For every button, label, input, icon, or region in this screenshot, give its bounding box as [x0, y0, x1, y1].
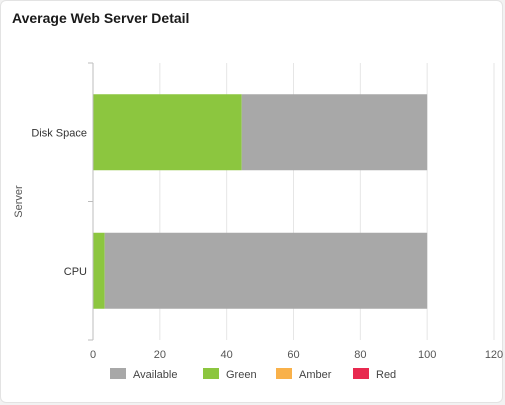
legend-label-amber: Amber [299, 369, 332, 381]
legend-swatch-green [203, 368, 219, 379]
x-tick-label: 0 [90, 349, 96, 361]
x-tick-label: 80 [354, 349, 366, 361]
bar-green-cpu [93, 232, 105, 309]
category-label: Disk Space [31, 127, 87, 139]
x-tick-label: 20 [154, 349, 166, 361]
x-tick-label: 40 [221, 349, 233, 361]
card-title: Average Web Server Detail [12, 10, 190, 26]
legend-swatch-amber [276, 368, 292, 379]
x-tick-label: 120 [485, 349, 503, 361]
x-tick-label: 100 [418, 349, 436, 361]
bar-available-cpu [104, 232, 428, 309]
legend-label-available: Available [133, 369, 177, 381]
x-tick-label: 60 [287, 349, 299, 361]
bar-green-disk-space [93, 94, 242, 171]
legend-label-green: Green [226, 369, 257, 381]
legend-swatch-available [110, 368, 126, 379]
bar-available-disk-space [241, 94, 428, 171]
category-label: CPU [64, 266, 87, 278]
y-axis-title: Server [13, 185, 25, 218]
legend-label-red: Red [376, 369, 396, 381]
legend-swatch-red [353, 368, 369, 379]
